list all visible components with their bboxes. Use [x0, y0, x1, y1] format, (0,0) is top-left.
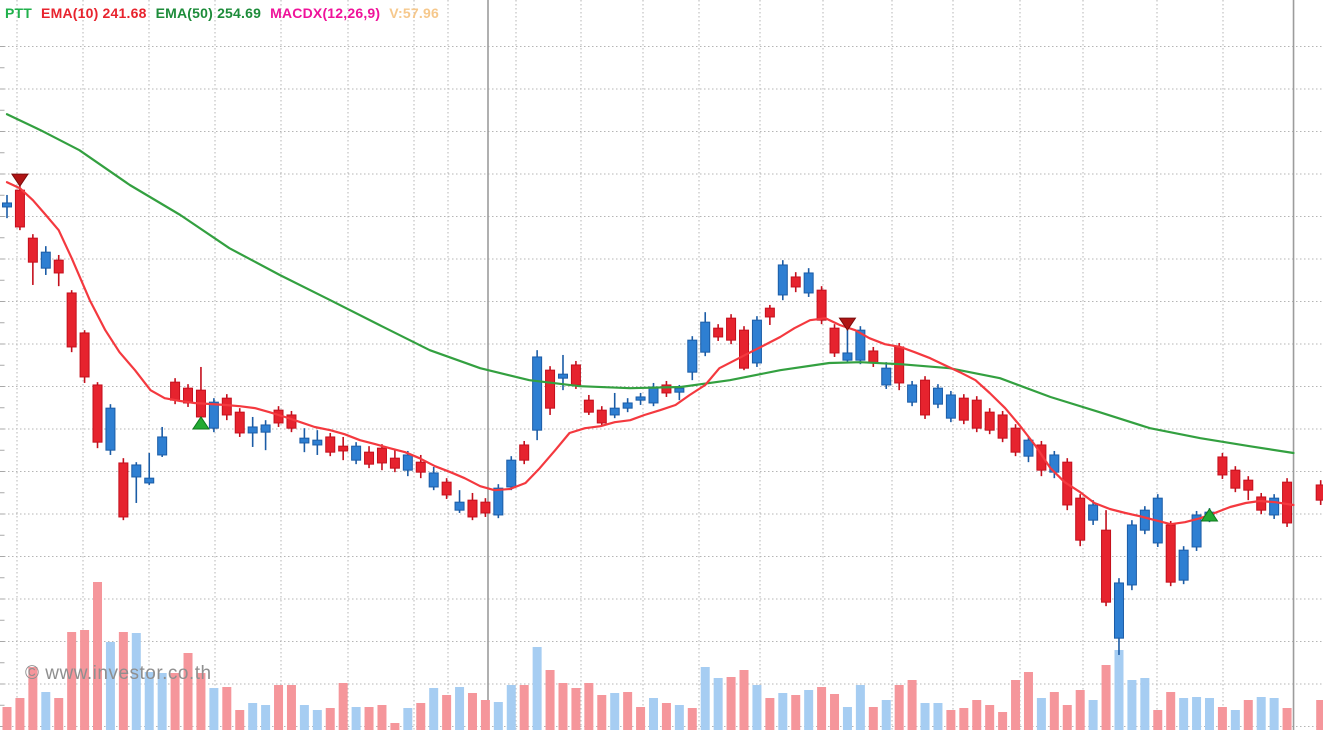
period-separator-lines: [487, 0, 1295, 730]
sell-signal-triangle-icon: [10, 173, 29, 188]
ema50-line: [5, 113, 1295, 455]
signal-markers-layer: [10, 173, 1219, 522]
candles-layer: [2, 186, 1323, 655]
ema10-line: [5, 181, 1295, 526]
y-axis-ticks: [0, 46, 5, 727]
sell-signal-triangle-icon: [838, 317, 857, 332]
volume-bars-layer: [2, 582, 1323, 730]
buy-signal-triangle-icon: [1200, 508, 1219, 522]
buy-signal-triangle-icon: [192, 416, 210, 430]
